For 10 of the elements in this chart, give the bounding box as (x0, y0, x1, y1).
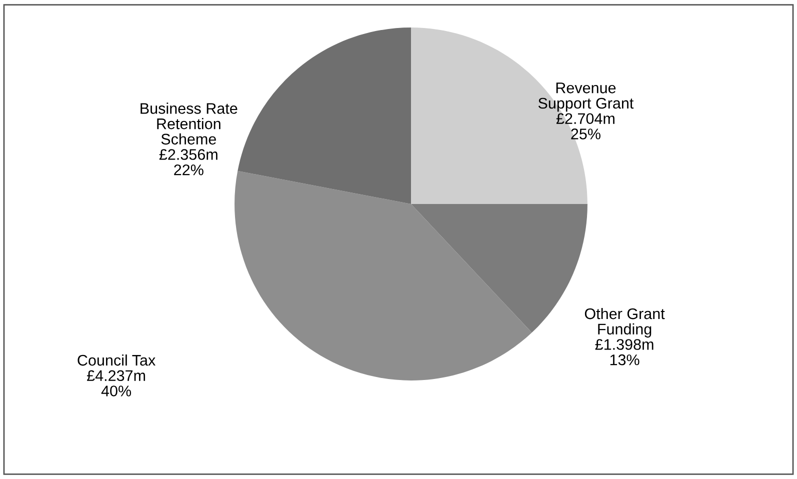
data-label: £2.356m 22% (159, 149, 218, 176)
pie-slice (238, 28, 411, 204)
data-label: £1.398m 13% (595, 339, 654, 366)
slice-label: Council Tax (78, 354, 156, 366)
pie-slice (234, 170, 532, 380)
slice-label: Business Rate Retention Scheme (140, 102, 238, 145)
data-label: £4.237m 40% (87, 370, 146, 396)
slice-label: Revenue Support Grant (538, 82, 634, 112)
data-label: £2.704m 25% (556, 113, 614, 140)
slice-label: Other Grant Funding (584, 308, 665, 338)
